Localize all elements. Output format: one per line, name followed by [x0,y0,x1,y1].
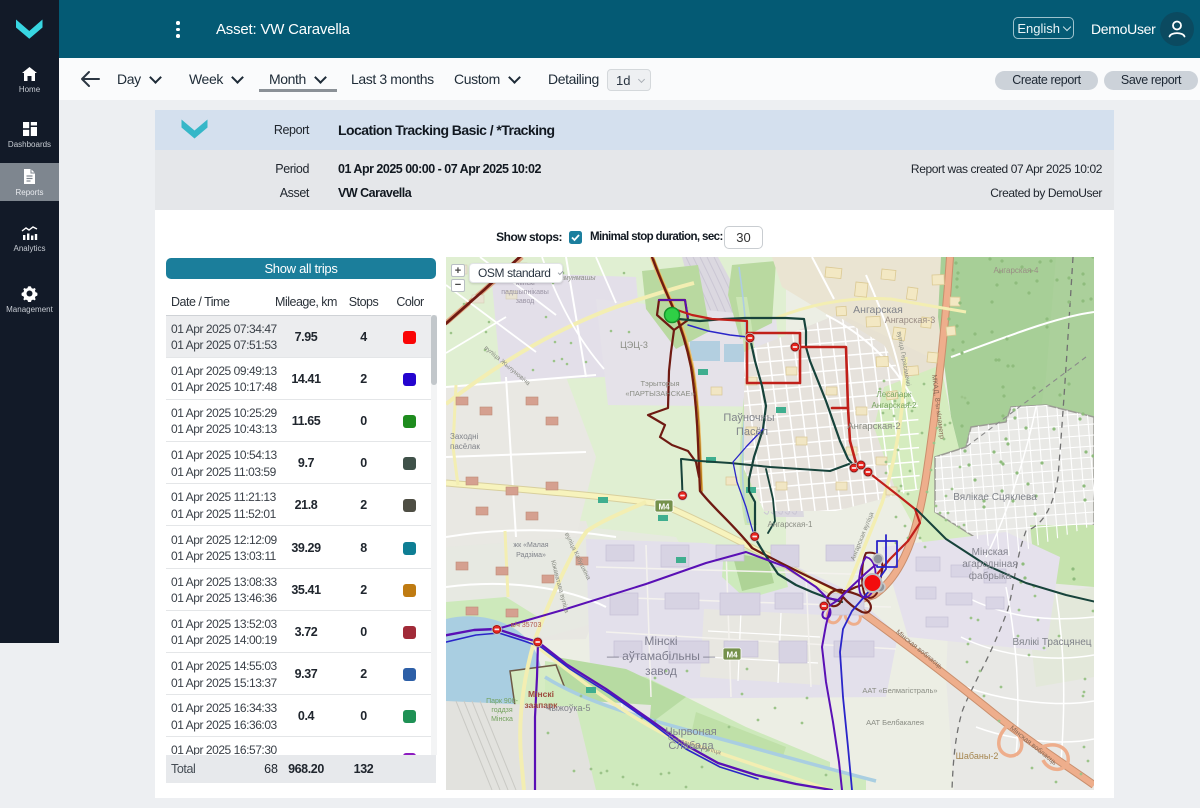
svg-text:фабрыка: фабрыка [969,570,1012,582]
svg-text:падшыпнікавы: падшыпнікавы [501,288,549,296]
svg-text:«ПАРТЫЗАНСКАЕ»: «ПАРТЫЗАНСКАЕ» [625,389,694,398]
svg-text:— аўтамабільны —: — аўтамабільны — [607,649,715,663]
svg-text:в/ч 35703: в/ч 35703 [511,622,542,629]
svg-text:Заходні: Заходні [450,432,479,441]
svg-text:Мінска: Мінска [491,715,513,723]
svg-text:М4: М4 [726,651,738,660]
svg-text:Радзіма»: Радзіма» [516,551,546,559]
svg-text:Вялікі Трасцянец: Вялікі Трасцянец [1012,637,1091,648]
svg-text:Мінскі: Мінскі [644,634,677,648]
svg-text:заапарк: заапарк [525,700,559,710]
svg-text:Мінскі: Мінскі [515,279,535,287]
svg-text:завод: завод [645,664,677,678]
svg-text:Ангарская-2: Ангарская-2 [872,401,918,410]
svg-text:Вялікае Сцяклева: Вялікае Сцяклева [953,492,1037,503]
svg-text:Слабада: Слабада [668,740,714,752]
svg-text:ААТ Белбакалея: ААТ Белбакалея [866,718,924,727]
svg-text:Ангарская-2: Ангарская-2 [847,421,900,432]
svg-text:пасёлак: пасёлак [450,442,480,451]
svg-text:М4: М4 [658,503,670,512]
svg-text:Ангарская-1: Ангарская-1 [768,520,814,529]
svg-text:Мінскі: Мінскі [528,689,554,699]
svg-text:Ангарская: Ангарская [853,304,903,316]
svg-text:жк «Малая: жк «Малая [513,542,548,549]
svg-text:Пасёл: Пасёл [736,426,768,438]
svg-text:Парк 900-: Парк 900- [486,698,519,705]
svg-text:Ангарская-3: Ангарская-3 [885,315,936,325]
svg-text:Лесапарк: Лесапарк [877,390,912,399]
svg-text:агародніная: агародніная [962,559,1018,570]
svg-text:Шабаны-2: Шабаны-2 [956,751,999,761]
svg-text:завод: завод [516,298,535,305]
svg-text:ЦЭЦ-3: ЦЭЦ-3 [620,340,648,350]
svg-text:Паўночны: Паўночны [723,412,774,424]
svg-text:Чырвоная: Чырвоная [665,726,716,738]
svg-text:Ангарская-4: Ангарская-4 [994,266,1040,275]
svg-text:Мінская: Мінская [972,547,1009,558]
svg-text:годдзя: годдзя [491,707,513,714]
svg-text:ААТ «Белмагістраль»: ААТ «Белмагістраль» [862,686,937,695]
svg-text:Белкамунмашы: Белкамунмашы [544,275,596,282]
svg-text:Чыжоўка-5: Чыжоўка-5 [545,703,590,713]
svg-text:Тэрыторыя: Тэрыторыя [640,379,679,388]
